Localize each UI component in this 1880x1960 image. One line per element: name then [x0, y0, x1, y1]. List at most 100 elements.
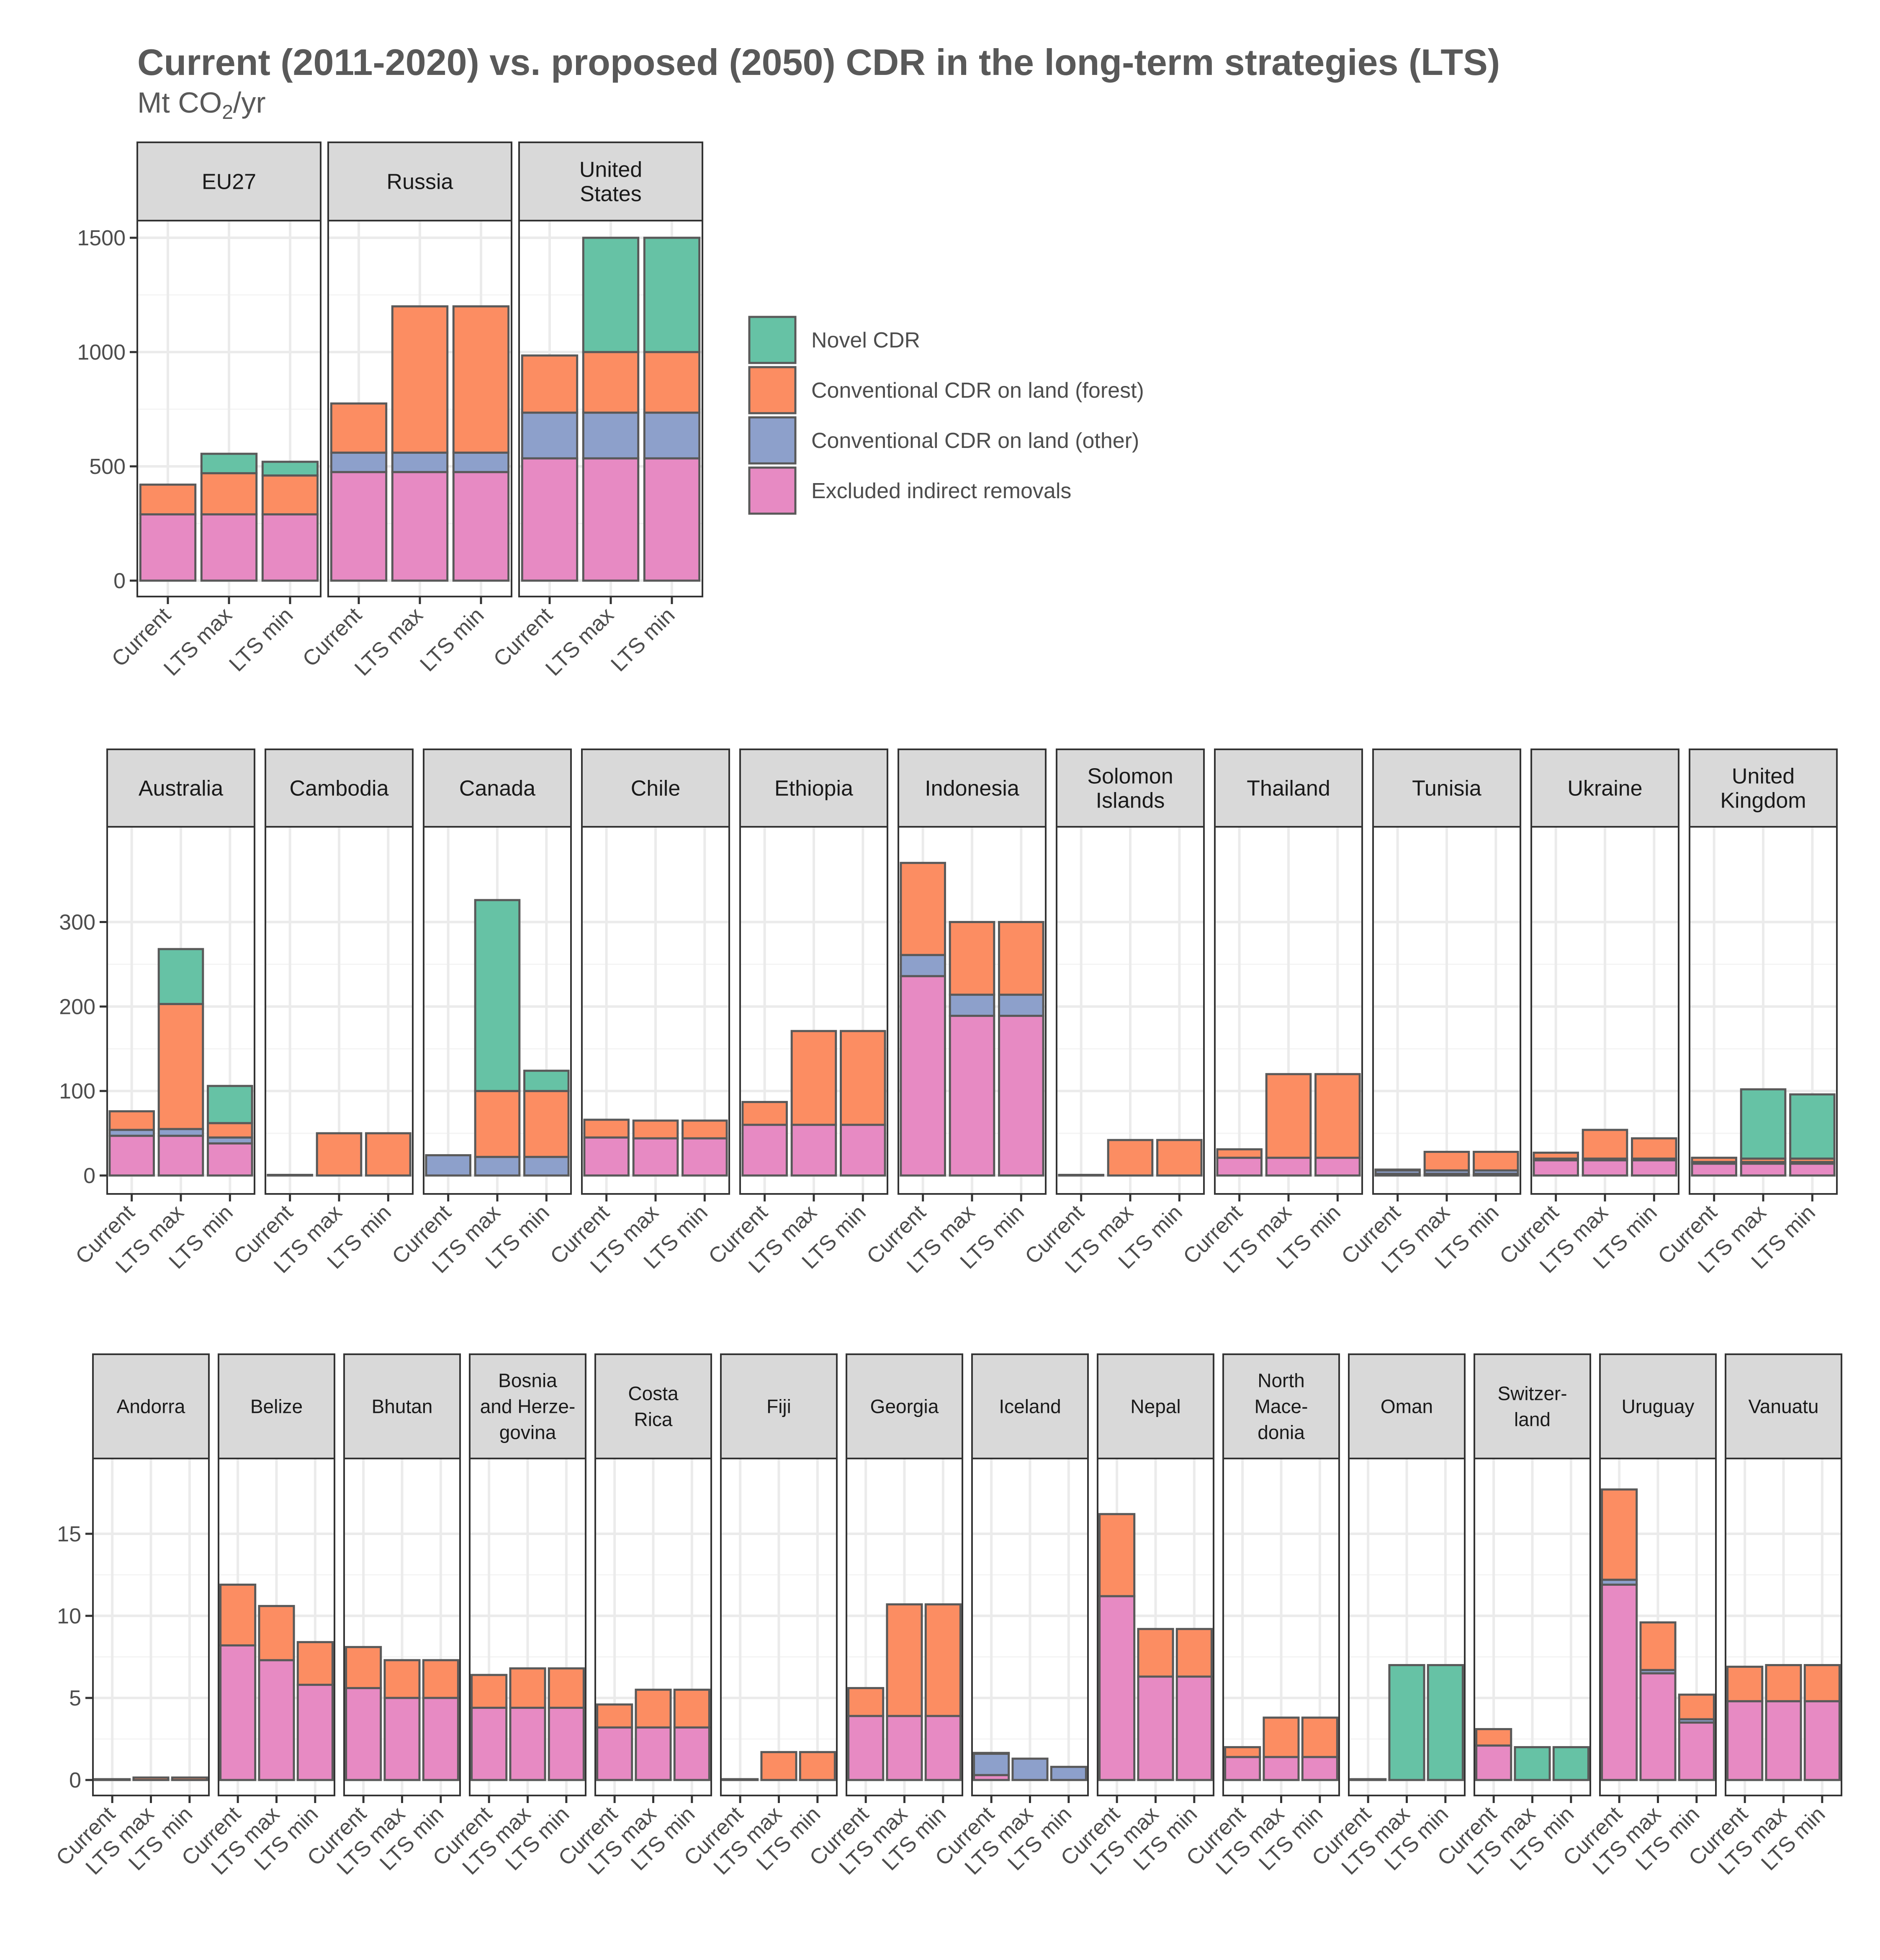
facet-label: Kingdom: [1720, 789, 1806, 813]
bar-segment-excluded-indirect-removals: [200, 513, 258, 582]
bar-segment-novel-cdr: [1427, 1664, 1464, 1781]
bar-segment-conventional-cdr-on-land-forest: [171, 1776, 208, 1781]
bar-segment-excluded-indirect-removals: [1601, 1583, 1638, 1781]
bar-segment-excluded-indirect-removals: [847, 1715, 885, 1781]
bar-segment-conventional-cdr-on-land-other: [391, 451, 449, 473]
y-tick-label: 500: [89, 455, 126, 479]
bar-segment-excluded-indirect-removals: [383, 1697, 421, 1781]
facet-strip: [1056, 749, 1205, 828]
facet-strip: [218, 1353, 335, 1459]
bar-segment-excluded-indirect-removals: [643, 457, 701, 582]
facet-strip: [581, 749, 730, 828]
bar-segment-excluded-indirect-removals: [840, 1124, 886, 1177]
facet-strip: [1222, 1353, 1340, 1459]
facet-strip: [343, 1353, 461, 1459]
bar-segment-conventional-cdr-on-land-forest: [1639, 1621, 1677, 1671]
facet-strip: [1689, 749, 1838, 828]
bar-segment-conventional-cdr-on-land-forest: [365, 1132, 411, 1177]
bar-segment-conventional-cdr-on-land-forest: [1582, 1129, 1628, 1160]
facet-label: Ethiopia: [774, 777, 853, 801]
y-tick-label: 1000: [77, 340, 126, 365]
bar-segment-excluded-indirect-removals: [330, 471, 388, 582]
bar-segment-conventional-cdr-on-land-other: [330, 451, 388, 473]
bar-segment-excluded-indirect-removals: [157, 1134, 204, 1177]
facet-label: Uruguay: [1622, 1396, 1695, 1417]
bar-segment-excluded-indirect-removals: [1533, 1159, 1579, 1177]
facet-strip: [739, 749, 888, 828]
facet-label: Fiji: [766, 1396, 791, 1417]
bar-segment-conventional-cdr-on-land-forest: [924, 1603, 962, 1717]
bar-segment-excluded-indirect-removals: [452, 471, 510, 582]
bar-segment-conventional-cdr-on-land-forest: [1803, 1664, 1841, 1703]
bar-segment-excluded-indirect-removals: [1803, 1700, 1841, 1781]
bar-segment-conventional-cdr-on-land-forest: [1265, 1073, 1312, 1159]
bar-segment-excluded-indirect-removals: [1582, 1159, 1628, 1177]
bar-segment-novel-cdr: [523, 1070, 570, 1092]
facet-label: Andorra: [117, 1396, 185, 1417]
facet-strip: [518, 141, 703, 221]
bar-segment-conventional-cdr-on-land-forest: [108, 1110, 155, 1131]
subtitle-subscript: 2: [222, 101, 233, 123]
bar-segment-novel-cdr: [1740, 1088, 1787, 1160]
x-tick-label: LTS min: [415, 603, 489, 676]
bar-segment-excluded-indirect-removals: [596, 1726, 633, 1781]
bar-segment-conventional-cdr-on-land-forest: [474, 1090, 521, 1158]
bar-segment-conventional-cdr-on-land-forest: [521, 354, 579, 414]
bar-segment-excluded-indirect-removals: [1301, 1756, 1338, 1781]
bar-segment-conventional-cdr-on-land-forest: [261, 474, 319, 516]
bar-segment-excluded-indirect-removals: [1224, 1756, 1261, 1781]
bar-segment-conventional-cdr-on-land-forest: [258, 1605, 295, 1662]
bar-segment-novel-cdr: [1388, 1664, 1425, 1781]
facet-label: Mace-: [1255, 1396, 1308, 1417]
x-tick-label: LTS max: [350, 603, 427, 680]
bar-segment-conventional-cdr-on-land-forest: [1726, 1665, 1764, 1703]
facet-label: Chile: [631, 777, 681, 801]
legend-key-conventional-cdr-on-land-forest: [748, 366, 797, 414]
bar-segment-excluded-indirect-removals: [261, 513, 319, 582]
facet-label: United: [1732, 764, 1795, 789]
facet-label: Costa: [628, 1383, 679, 1404]
bar-segment-excluded-indirect-removals: [1314, 1157, 1361, 1177]
bar-segment-novel-cdr: [207, 1085, 253, 1124]
bar-segment-conventional-cdr-on-land-forest: [635, 1688, 672, 1729]
bar-segment-conventional-cdr-on-land-forest: [391, 305, 449, 454]
bar-segment-novel-cdr: [200, 453, 258, 474]
bar-segment-conventional-cdr-on-land-forest: [157, 1003, 204, 1130]
bar-segment-conventional-cdr-on-land-forest: [1301, 1716, 1338, 1758]
bar-segment-excluded-indirect-removals: [1789, 1163, 1836, 1177]
legend-label-conventional-cdr-on-land-other: Conventional CDR on land (other): [811, 429, 1139, 453]
facet-label: States: [580, 182, 641, 206]
x-tick-label: LTS max: [159, 603, 237, 680]
facet-label: Oman: [1381, 1396, 1433, 1417]
subtitle-suffix: /yr: [233, 86, 266, 119]
bar-segment-excluded-indirect-removals: [296, 1684, 334, 1781]
bar-segment-novel-cdr: [1789, 1093, 1836, 1160]
facet-strip: [1530, 749, 1679, 828]
bar-segment-conventional-cdr-on-land-other: [1050, 1766, 1087, 1781]
facet-label: Cambodia: [289, 777, 388, 801]
x-tick-label: LTS min: [224, 603, 298, 676]
facet-label: Islands: [1096, 789, 1165, 813]
bar-segment-excluded-indirect-removals: [1098, 1595, 1136, 1781]
bar-segment-excluded-indirect-removals: [422, 1697, 459, 1781]
bar-segment-conventional-cdr-on-land-forest: [452, 305, 510, 454]
y-tick-label: 300: [59, 911, 95, 935]
bar-segment-novel-cdr: [1514, 1746, 1551, 1781]
bar-segment-conventional-cdr-on-land-forest: [548, 1667, 585, 1709]
bar-segment-conventional-cdr-on-land-forest: [840, 1030, 886, 1126]
legend-label-conventional-cdr-on-land-forest: Conventional CDR on land (forest): [811, 378, 1144, 403]
facet-strip: [106, 749, 255, 828]
bar-segment-conventional-cdr-on-land-forest: [643, 351, 701, 414]
bar-segment-conventional-cdr-on-land-forest: [673, 1688, 710, 1729]
bar-segment-conventional-cdr-on-land-forest: [1216, 1148, 1263, 1159]
bar-segment-conventional-cdr-on-land-forest: [316, 1132, 363, 1177]
bar-segment-conventional-cdr-on-land-forest: [998, 921, 1044, 996]
facet-strip: [720, 1353, 838, 1459]
bar-segment-conventional-cdr-on-land-forest: [1107, 1139, 1154, 1177]
